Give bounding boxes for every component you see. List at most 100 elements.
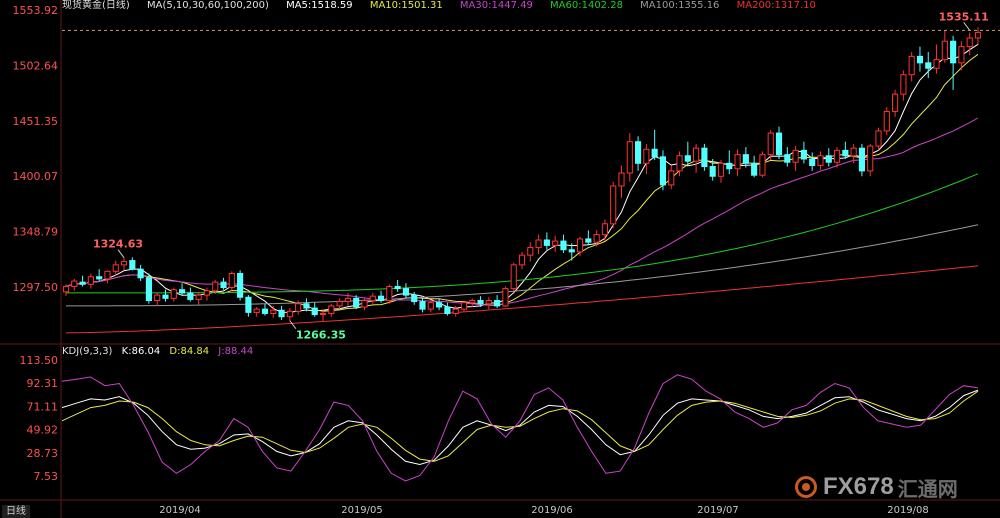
candle-body [353,297,360,308]
date-label: 2019/05 [341,505,383,516]
candle-body [228,272,235,289]
candle-body [875,130,882,147]
kdj-j-value: J:88.44 [218,346,254,357]
candle-body [560,240,567,251]
price-tick-label: 1451.35 [13,115,59,128]
kdj-d-value: D:84.84 [169,346,210,357]
candle-body [303,303,310,309]
annotation-high-april: 1324.63 [93,238,143,251]
candle-body [751,162,758,176]
period-tab-daily[interactable]: 日线 [2,505,30,518]
candle-body [270,309,277,314]
candle-body [585,238,592,243]
moving-average-lines [65,43,979,334]
candle-body [527,247,534,256]
candle-body [950,40,957,64]
candle-body [792,149,799,163]
candle-body [361,300,368,308]
candle-body [71,280,78,287]
date-label: 2019/04 [159,505,201,516]
candle-body [237,272,244,298]
watermark: FX678 汇通网 [795,472,958,502]
candle-body [253,308,260,313]
watermark-brand: FX678 [823,473,894,500]
candle-body [427,302,434,310]
candle-body [809,158,816,166]
candle-body [883,110,890,132]
candle-body [460,302,468,310]
candle-body [245,296,252,313]
candle-body [651,148,658,158]
kdj-j-line [61,374,979,482]
candle-body [842,149,849,157]
candle-body [684,155,691,162]
candle-body [402,288,409,296]
date-label: 2019/06 [531,505,573,516]
kdj-tick-label: 28.73 [27,447,59,460]
candle-body [867,145,874,172]
candle-body [154,294,161,302]
legend-ma60: MA60:1402.28 [550,0,623,11]
legend-ma100: MA100:1355.16 [640,0,720,11]
annotation-low-may: 1266.35 [296,329,346,342]
candle-body [900,74,907,95]
candle-body [377,295,385,302]
candle-body [775,132,783,156]
candle-body [104,270,111,280]
candle-body [966,37,973,48]
legend-ma5: MA5:1518.59 [286,0,353,11]
candle-body [825,155,832,163]
candle-body [328,305,335,314]
candle-body [759,154,766,176]
candle-body [635,141,642,164]
candle-body [137,268,144,279]
candle-body [643,148,650,164]
candle-body [610,185,617,225]
candle-body [502,288,509,307]
legend-params: MA(5,10,30,60,100,200) [147,0,269,11]
candle-body [892,93,899,112]
ma30-line [65,117,979,306]
candle-body [535,239,542,249]
candle-body [444,306,451,314]
annotation-high-august: 1535.11 [939,10,989,23]
kdj-d-line [61,390,979,462]
candle-body [295,303,302,312]
brand-logo-icon [795,476,817,498]
candle-body [162,294,169,299]
date-label: 2019/07 [697,505,739,516]
kdj-tick-label: 71.11 [27,400,59,413]
candle-body [286,310,293,318]
kdj-tick-label: 113.50 [20,354,59,367]
candle-body [452,308,459,314]
candle-body [858,147,865,172]
candle-body [436,302,443,308]
legend-title: 现货黄金(日线) [62,0,130,11]
candle-body [62,285,70,293]
candle-body [170,289,177,299]
candle-body [576,238,584,253]
kdj-params: KDJ(9,3,3) [62,346,113,357]
candle-body [195,294,202,300]
annotation-pointer [963,22,971,31]
candle-body [833,149,841,163]
candle-body [958,46,965,64]
candle-body [494,300,501,307]
price-tick-label: 1348.79 [13,226,59,239]
axis-labels: 1297.50 1348.79 1400.07 1451.35 1502.64 1553.… [13,4,929,516]
candle-body [734,154,741,170]
candle-body [817,155,824,166]
candle-body [477,300,484,305]
ma200-line [65,265,979,334]
candle-body [344,297,351,303]
price-tick-label: 1553.92 [13,4,59,17]
candle-body [485,300,492,305]
candle-body [203,290,211,296]
candle-body [187,292,194,300]
kdj-legend: KDJ(9,3,3) K:86.04 D:84.84 J:88.44 [62,346,259,358]
legend-ma200: MA200:1317.10 [736,0,816,11]
candle-body [941,40,948,61]
candle-body [701,147,708,168]
